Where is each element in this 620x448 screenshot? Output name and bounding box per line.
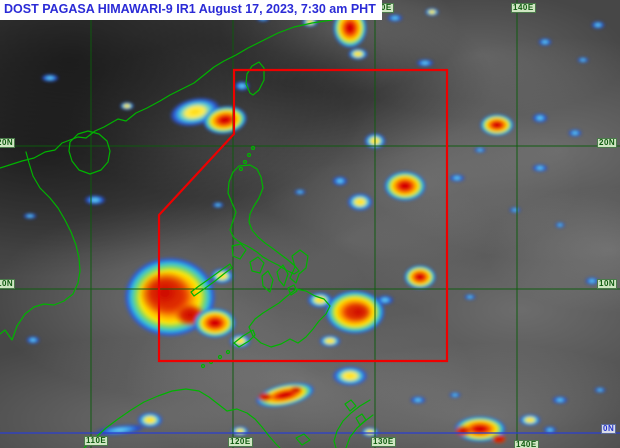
coastlines xyxy=(0,19,374,448)
grid-label-10n-right: 10N xyxy=(597,279,618,289)
grid-label-110e-bottom: 110E xyxy=(84,436,109,446)
par-boundary xyxy=(157,68,449,363)
image-title-text: DOST PAGASA HIMAWARI-9 IR1 August 17, 20… xyxy=(4,2,376,16)
grid-label-20n-right: 20N xyxy=(597,138,618,148)
grid-label-140e-bottom: 140E xyxy=(514,440,539,448)
grid-label-0n-right: 0N xyxy=(601,424,617,434)
convection-blobs xyxy=(23,8,606,444)
grid-label-120e-bottom: 120E xyxy=(228,437,253,447)
grid-label-130e-bottom: 130E xyxy=(371,437,396,447)
grid-label-20n-left: 20N xyxy=(0,138,16,148)
image-title: DOST PAGASA HIMAWARI-9 IR1 August 17, 20… xyxy=(0,0,382,20)
grid-label-10n-left: 10N xyxy=(0,279,16,289)
grid-label-140e-top: 140E xyxy=(511,3,536,13)
